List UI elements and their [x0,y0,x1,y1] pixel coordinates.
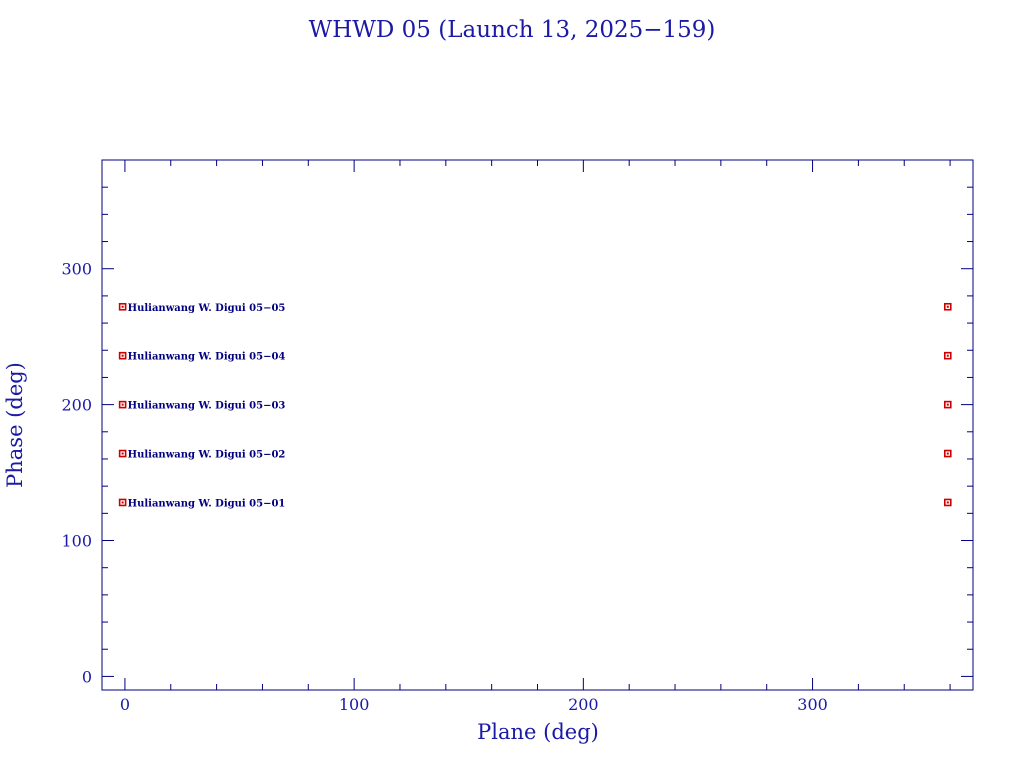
data-point [118,351,127,360]
data-point-center [946,305,949,308]
data-point-center [121,403,124,406]
data-point-center [946,501,949,504]
data-point [118,400,127,409]
y-tick-label: 200 [61,396,92,415]
data-point [118,449,127,458]
data-point-center [946,403,949,406]
x-tick-label: 300 [797,695,828,714]
axis-ticks [102,159,973,690]
data-point [118,498,127,507]
chart-title: WHWD 05 (Launch 13, 2025−159) [309,17,716,43]
data-point-center [946,354,949,357]
point-label: Hulianwang W. Digui 05−05 [128,303,286,314]
x-tick-label: 100 [339,695,370,714]
x-tick-label: 0 [120,695,130,714]
data-point [943,400,952,409]
data-point [943,351,952,360]
data-point-center [121,501,124,504]
point-label: Hulianwang W. Digui 05−03 [128,401,286,412]
point-label: Hulianwang W. Digui 05−04 [128,352,286,363]
data-point [118,302,127,311]
y-tick-label: 100 [61,532,92,551]
data-point-center [121,305,124,308]
data-point [943,302,952,311]
x-tick-label: 200 [568,695,599,714]
axis-tick-labels: 0 100 200 300 0 100 200 300 [61,260,827,714]
data-point-center [121,452,124,455]
point-label: Hulianwang W. Digui 05−01 [128,498,286,509]
y-axis-label: Phase (deg) [3,362,27,488]
data-point-center [946,452,949,455]
data-point [943,449,952,458]
y-tick-label: 0 [82,667,92,686]
data-point-center [121,354,124,357]
plot-frame [101,159,974,691]
data-point [943,498,952,507]
x-axis-label: Plane (deg) [477,720,599,744]
point-label: Hulianwang W. Digui 05−02 [128,450,286,461]
data-points: Hulianwang W. Digui 05−05 Hulianwang W. D… [118,302,952,509]
y-tick-label: 300 [61,260,92,279]
